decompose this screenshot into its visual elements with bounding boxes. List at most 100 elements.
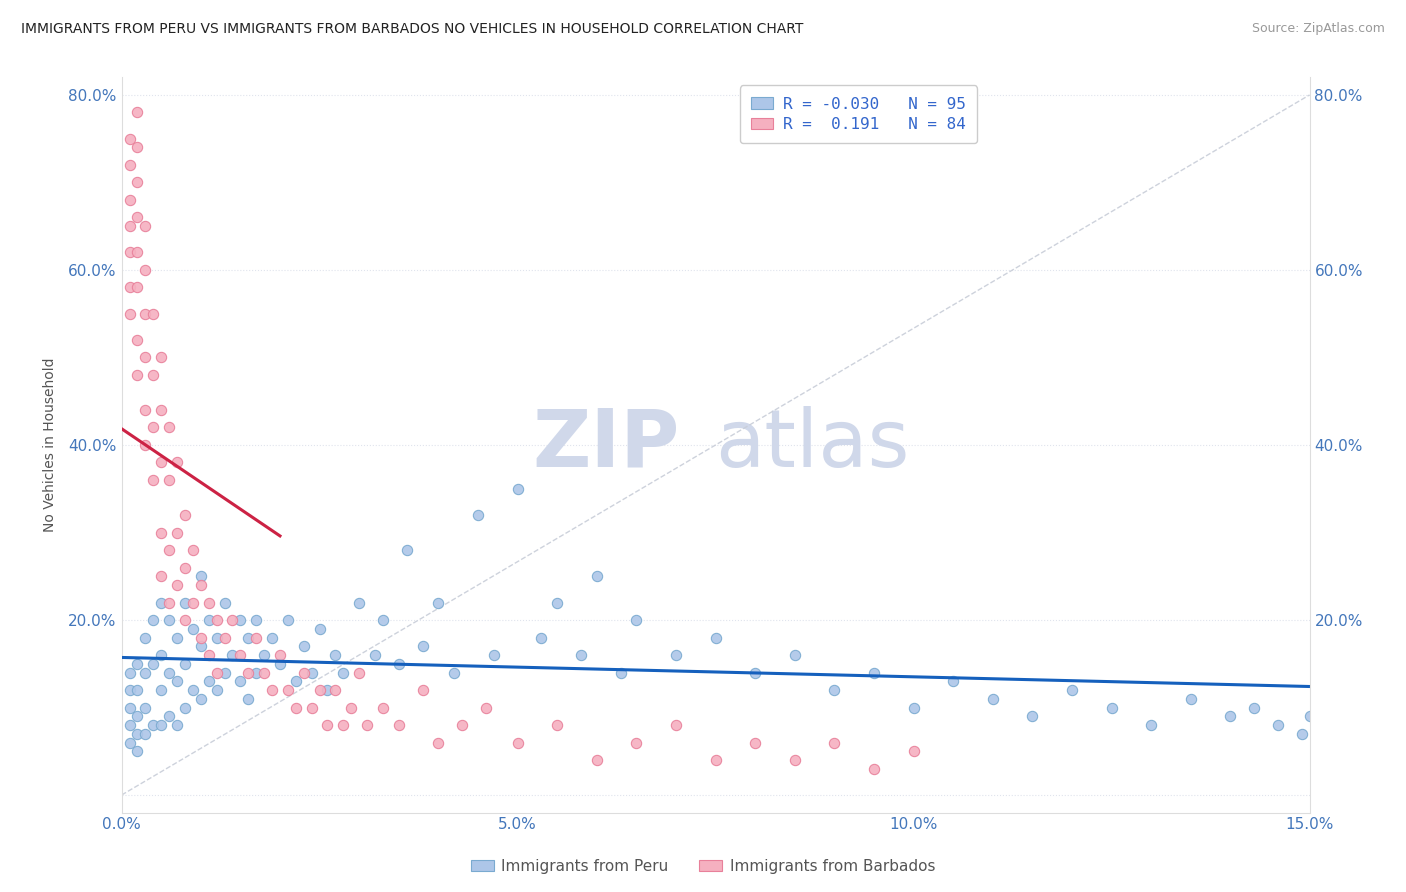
Point [665,718,688,732]
Point [127,140,149,154]
Point [371,700,394,714]
Point [221,613,243,627]
Point [388,718,411,732]
Point [205,613,228,627]
Point [823,735,845,749]
Point [238,691,260,706]
Point [174,595,197,609]
Point [197,674,219,689]
Point [506,735,529,749]
Point [308,622,330,636]
Point [1180,691,1202,706]
Point [150,683,173,698]
Point [530,631,553,645]
Point [150,525,173,540]
Point [174,657,197,671]
Point [546,595,568,609]
Point [166,578,188,592]
Point [150,403,173,417]
Point [166,525,188,540]
Point [127,333,149,347]
Point [127,280,149,294]
Point [142,613,165,627]
Point [134,307,156,321]
Legend: Immigrants from Peru, Immigrants from Barbados: Immigrants from Peru, Immigrants from Ba… [464,853,942,880]
Point [127,744,149,758]
Point [150,718,173,732]
Point [253,665,276,680]
Point [118,158,141,172]
Point [142,420,165,434]
Point [942,674,965,689]
Point [166,631,188,645]
Point [127,727,149,741]
Point [253,648,276,662]
Point [585,569,607,583]
Point [475,700,498,714]
Point [157,665,180,680]
Point [301,665,323,680]
Point [262,631,284,645]
Point [157,613,180,627]
Point [245,665,267,680]
Point [142,657,165,671]
Y-axis label: No Vehicles in Household: No Vehicles in Household [44,358,58,533]
Point [467,508,489,522]
Point [863,762,886,776]
Point [284,700,307,714]
Point [609,665,631,680]
Point [332,665,354,680]
Point [744,665,766,680]
Point [127,683,149,698]
Point [347,665,370,680]
Point [1219,709,1241,723]
Point [238,631,260,645]
Point [1298,709,1320,723]
Point [142,307,165,321]
Point [118,735,141,749]
Point [482,648,505,662]
Point [451,718,474,732]
Point [118,700,141,714]
Point [340,700,363,714]
Point [316,718,339,732]
Text: atlas: atlas [716,406,910,484]
Point [181,683,204,698]
Point [903,744,925,758]
Point [157,420,180,434]
Point [142,368,165,382]
Point [1140,718,1163,732]
Point [704,631,727,645]
Point [157,543,180,558]
Point [229,674,252,689]
Point [127,709,149,723]
Point [229,648,252,662]
Point [174,560,197,574]
Point [174,508,197,522]
Legend: R = -0.030   N = 95, R =  0.191   N = 84: R = -0.030 N = 95, R = 0.191 N = 84 [740,86,977,144]
Point [704,753,727,767]
Point [197,613,219,627]
Point [269,657,291,671]
Point [585,753,607,767]
Point [118,718,141,732]
Point [229,613,252,627]
Point [395,543,418,558]
Point [134,665,156,680]
Point [214,595,236,609]
Point [388,657,411,671]
Point [134,727,156,741]
Point [412,683,434,698]
Point [214,665,236,680]
Point [292,640,315,654]
Point [546,718,568,732]
Point [118,307,141,321]
Point [150,648,173,662]
Point [214,631,236,645]
Point [626,613,648,627]
Point [1060,683,1083,698]
Point [190,691,212,706]
Point [134,219,156,234]
Text: ZIP: ZIP [533,406,681,484]
Point [190,631,212,645]
